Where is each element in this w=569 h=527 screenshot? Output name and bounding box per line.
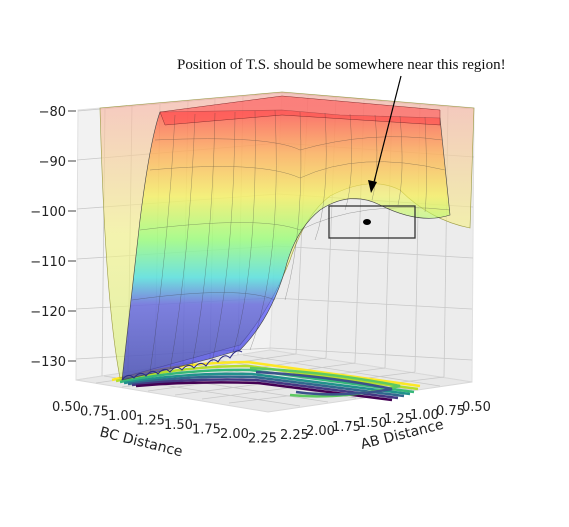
ab-tick-label: 1.75 (332, 420, 361, 435)
annotation-text: Position of T.S. should be somewhere nea… (177, 57, 506, 73)
transition-state-marker (363, 219, 371, 225)
transition-state-box (328, 205, 416, 239)
z-tick-label: −130 (30, 355, 66, 370)
bc-tick-labels: 0.50 0.75 1.00 1.25 1.50 1.75 2.00 2.25 (52, 400, 277, 447)
z-tick-label: −110 (30, 255, 66, 270)
bc-tick-label: 2.25 (248, 432, 277, 447)
surface-top-plateau (159, 95, 441, 126)
bc-tick-label: 2.00 (220, 427, 249, 442)
ab-tick-label: 2.25 (280, 428, 309, 443)
annotation-arrow (372, 75, 402, 187)
ab-tick-label: 1.00 (410, 408, 439, 423)
ab-tick-label: 1.25 (384, 412, 413, 427)
bc-tick-label: 0.50 (52, 400, 81, 415)
energy-surface (99, 91, 475, 381)
surface-valley-edge (121, 350, 243, 381)
bc-tick-label: 1.00 (108, 409, 137, 424)
ab-tick-label: 0.75 (436, 404, 465, 419)
ab-tick-labels: 0.500.751.001.251.501.752.002.25 (280, 400, 491, 443)
surface-mesh-lines (131, 109, 451, 373)
surface-front-sheet (121, 109, 451, 381)
ab-tick-label: 0.50 (462, 400, 491, 415)
z-tick-label: −120 (30, 305, 66, 320)
ab-tick-label: 1.50 (358, 416, 387, 431)
z-tick-label: −80 (39, 105, 66, 120)
z-tick-label: −100 (30, 205, 66, 220)
ab-tick-label: 2.00 (306, 424, 335, 439)
bc-tick-label: 1.75 (192, 423, 221, 438)
annotation-arrowhead (368, 180, 377, 193)
bc-tick-label: 1.50 (164, 418, 193, 433)
bc-tick-label: 0.75 (80, 405, 109, 420)
z-tick-labels: −80 −90 −100 −110 −120 −130 (30, 105, 76, 370)
z-tick-label: −90 (39, 155, 66, 170)
bc-tick-label: 1.25 (136, 414, 165, 429)
